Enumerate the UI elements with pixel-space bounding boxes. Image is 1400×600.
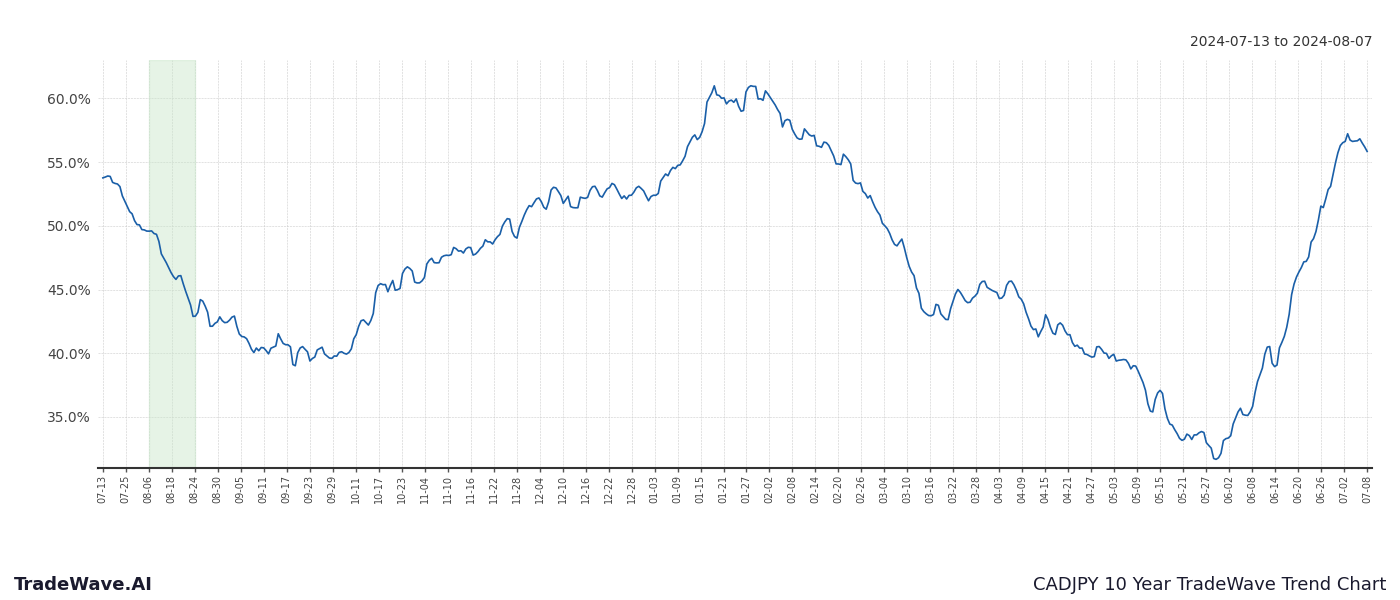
Text: TradeWave.AI: TradeWave.AI [14, 576, 153, 594]
Text: 2024-07-13 to 2024-08-07: 2024-07-13 to 2024-08-07 [1190, 35, 1372, 49]
Bar [148, 60, 195, 468]
Text: CADJPY 10 Year TradeWave Trend Chart: CADJPY 10 Year TradeWave Trend Chart [1033, 576, 1386, 594]
